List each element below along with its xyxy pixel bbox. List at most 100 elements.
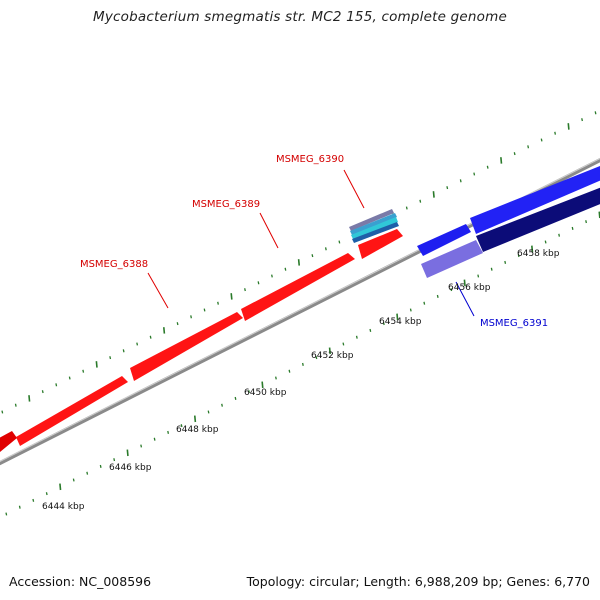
minor-tick [180, 424, 183, 428]
minor-tick [490, 267, 493, 271]
minor-tick [301, 362, 304, 366]
minor-tick [571, 226, 574, 230]
minor-tick [540, 138, 543, 142]
label-leaders [147, 169, 475, 317]
minor-tick [32, 498, 35, 502]
minor-tick [14, 403, 17, 407]
minor-tick [419, 199, 422, 203]
forward-strand-track [0, 229, 403, 457]
major-tick [531, 245, 534, 253]
minor-tick [1, 410, 4, 414]
minor-tick [473, 172, 476, 176]
scale-label: 6448 kbp [176, 425, 219, 435]
minor-tick [504, 260, 507, 264]
major-tick [230, 293, 233, 300]
minor-tick [41, 390, 44, 394]
major-tick [95, 361, 98, 368]
scale-label: 6456 kbp [448, 283, 491, 293]
feature-bar[interactable] [352, 222, 399, 243]
major-tick [297, 259, 301, 266]
minor-tick [517, 254, 520, 258]
major-tick [328, 347, 331, 355]
feature-bar[interactable] [350, 213, 397, 235]
minor-tick [324, 247, 327, 251]
minor-tick [527, 145, 530, 149]
gene-label-msmeg-6391[interactable]: MSMEG_6391 [480, 318, 548, 329]
scale-label: 6458 kbp [517, 249, 560, 259]
minor-tick [257, 281, 260, 285]
gene-arrow-reverse[interactable] [417, 224, 471, 256]
minor-tick [436, 294, 439, 298]
minor-tick [342, 342, 345, 346]
major-tick [59, 483, 62, 491]
genome-stats-text: Topology: circular; Length: 6,988,209 bp… [246, 574, 590, 589]
minor-tick [203, 308, 206, 312]
gene-arrow-reverse[interactable] [470, 158, 600, 234]
gene-arrow-msmeg-6391-upper[interactable] [476, 180, 600, 252]
minor-tick [459, 179, 462, 183]
minor-tick [244, 288, 246, 292]
major-tick [126, 449, 129, 457]
minor-tick [207, 410, 210, 414]
minor-tick [558, 233, 561, 237]
scale-label: 6452 kbp [311, 351, 354, 361]
minor-tick [554, 131, 557, 135]
minor-tick [275, 376, 277, 380]
inner-tick-track [5, 211, 600, 516]
minor-tick [355, 335, 358, 339]
gene-label-msmeg-6390[interactable]: MSMEG_6390 [276, 154, 344, 165]
gene-label-msmeg-6388[interactable]: MSMEG_6388 [80, 259, 148, 270]
scale-label: 6446 kbp [109, 463, 152, 473]
minor-tick [68, 376, 71, 380]
gene-arrow-forward[interactable] [16, 376, 128, 446]
minor-tick [486, 165, 489, 169]
major-tick [193, 415, 197, 423]
minor-tick [176, 322, 179, 326]
minor-tick [190, 315, 192, 319]
major-tick [261, 381, 264, 389]
gene-arrow-msmeg-6391-lower[interactable] [421, 240, 483, 278]
minor-tick [315, 356, 318, 360]
major-tick [28, 395, 31, 402]
minor-tick [221, 403, 223, 407]
minor-tick [55, 383, 58, 387]
gene-arrow-forward[interactable] [0, 431, 17, 457]
minor-tick [113, 458, 116, 462]
minor-tick [153, 437, 156, 441]
feature-bar[interactable] [351, 217, 398, 239]
genome-backbone [0, 157, 600, 466]
minor-tick [217, 301, 219, 305]
minor-tick [594, 111, 597, 115]
major-tick [396, 313, 399, 321]
minor-tick [149, 335, 152, 339]
minor-tick [338, 240, 341, 244]
leader-msmeg-6391 [455, 281, 475, 317]
minor-tick [86, 471, 89, 475]
minor-tick [585, 220, 587, 224]
scale-label: 6454 kbp [379, 317, 422, 327]
leader-msmeg-6390 [343, 169, 365, 209]
major-tick [500, 157, 503, 164]
map-title: Mycobacterium smegmatis str. MC2 155, co… [93, 9, 507, 25]
minor-tick [446, 186, 449, 190]
minor-tick [234, 396, 237, 400]
scale-labels: 6444 kbp 6446 kbp 6448 kbp 6450 kbp 6452… [42, 249, 560, 512]
minor-tick [122, 349, 125, 353]
minor-tick [544, 240, 547, 244]
minor-tick [82, 369, 85, 373]
minor-tick [284, 267, 287, 271]
minor-tick [140, 444, 143, 448]
gene-arrow-msmeg-6390[interactable] [358, 229, 403, 259]
major-tick [162, 327, 166, 334]
minor-tick [45, 492, 48, 496]
gene-arrow-forward[interactable] [130, 312, 243, 381]
accession-text: Accession: NC_008596 [9, 574, 152, 589]
msmeg-6390-features [349, 209, 399, 243]
minor-tick [409, 308, 412, 312]
gene-arrow-forward[interactable] [241, 253, 355, 321]
gene-label-msmeg-6389[interactable]: MSMEG_6389 [192, 199, 260, 210]
minor-tick [311, 254, 314, 258]
feature-bar[interactable] [349, 209, 394, 231]
minor-tick [405, 206, 408, 210]
leader-msmeg-6389 [259, 212, 279, 249]
